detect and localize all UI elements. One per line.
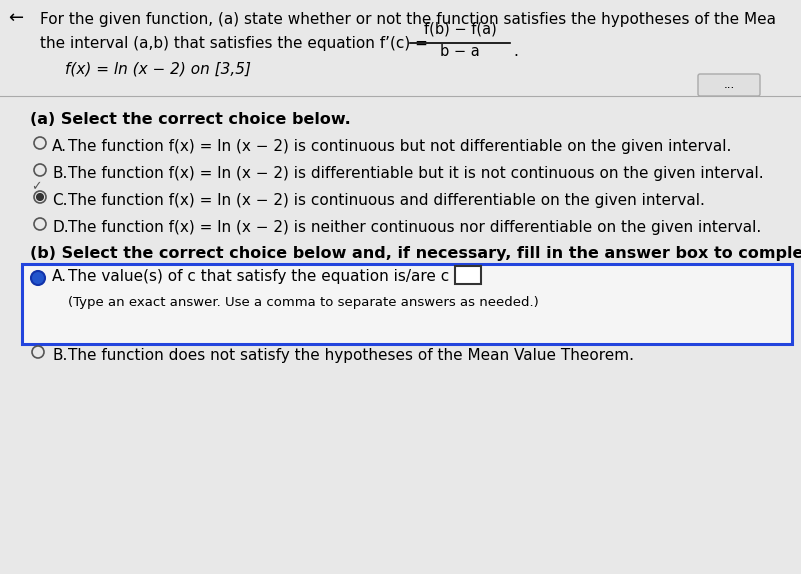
Text: B.: B. (52, 166, 67, 181)
Text: The function does not satisfy the hypotheses of the Mean Value Theorem.: The function does not satisfy the hypoth… (68, 348, 634, 363)
FancyBboxPatch shape (698, 74, 760, 96)
Text: ...: ... (723, 79, 735, 91)
Text: the interval (a,b) that satisfies the equation f’(c) =: the interval (a,b) that satisfies the eq… (40, 36, 433, 51)
Text: A.: A. (52, 139, 67, 154)
Text: The function f(x) = ln (x − 2) is differentiable but it is not continuous on the: The function f(x) = ln (x − 2) is differ… (68, 166, 763, 181)
Text: .: . (513, 44, 518, 59)
Text: f(b) − f(a): f(b) − f(a) (424, 21, 497, 36)
Circle shape (37, 193, 43, 200)
Text: (b) Select the correct choice below and, if necessary, fill in the answer box to: (b) Select the correct choice below and,… (30, 246, 801, 261)
Text: ✓: ✓ (31, 180, 42, 193)
Circle shape (31, 271, 45, 285)
Text: (Type an exact answer. Use a comma to separate answers as needed.): (Type an exact answer. Use a comma to se… (68, 296, 539, 309)
Text: The value(s) of c that satisfy the equation is/are c =: The value(s) of c that satisfy the equat… (68, 269, 467, 284)
Text: ←: ← (8, 9, 23, 27)
Text: f(x) = ln (x − 2) on [3,5]: f(x) = ln (x − 2) on [3,5] (65, 62, 251, 77)
Text: B.: B. (52, 348, 67, 363)
FancyBboxPatch shape (455, 266, 481, 284)
Text: The function f(x) = ln (x − 2) is continuous and differentiable on the given int: The function f(x) = ln (x − 2) is contin… (68, 193, 705, 208)
Text: b − a: b − a (440, 44, 480, 59)
Text: The function f(x) = ln (x − 2) is neither continuous nor differentiable on the g: The function f(x) = ln (x − 2) is neithe… (68, 220, 761, 235)
Text: D.: D. (52, 220, 69, 235)
Circle shape (35, 275, 41, 281)
Text: The function f(x) = ln (x − 2) is continuous but not differentiable on the given: The function f(x) = ln (x − 2) is contin… (68, 139, 731, 154)
FancyBboxPatch shape (22, 264, 792, 344)
Text: (a) Select the correct choice below.: (a) Select the correct choice below. (30, 112, 351, 127)
Text: C.: C. (52, 193, 67, 208)
Text: A.: A. (52, 269, 67, 284)
Text: For the given function, (a) state whether or not the function satisfies the hypo: For the given function, (a) state whethe… (40, 12, 776, 27)
